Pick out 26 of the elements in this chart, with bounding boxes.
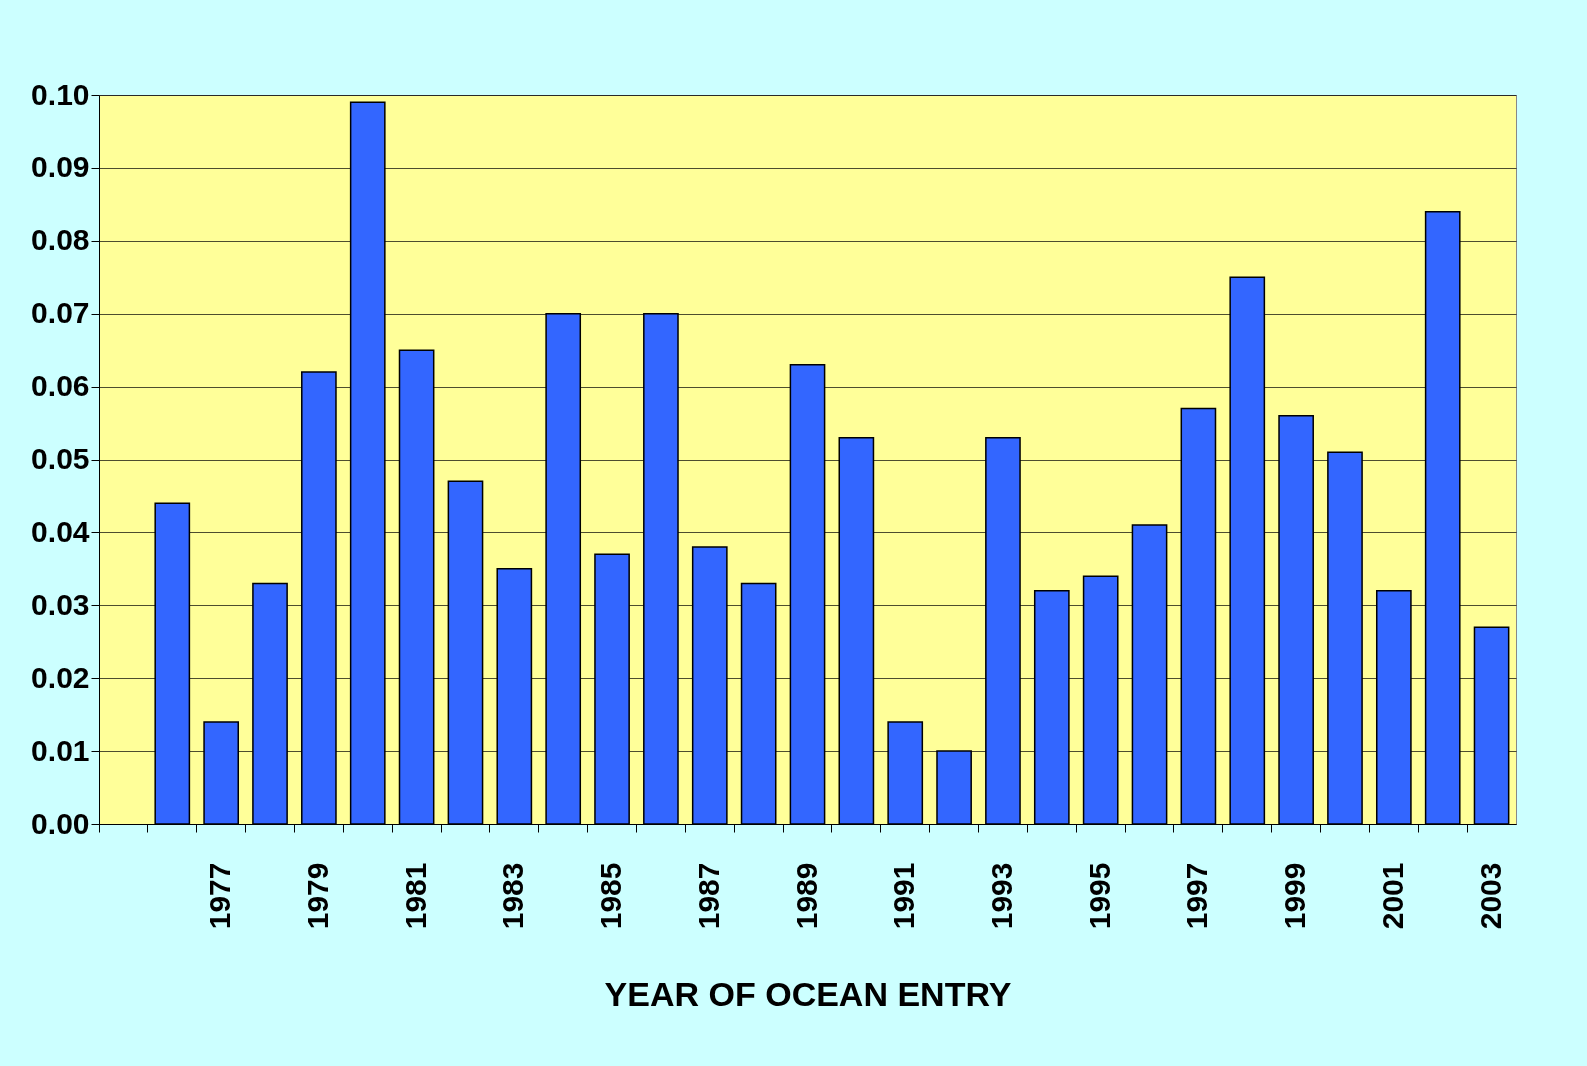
- y-tick-label: 0.08: [31, 223, 90, 257]
- x-tick-label: 1985: [594, 862, 628, 930]
- x-tick-label: 1995: [1082, 862, 1116, 930]
- x-axis-title: YEAR OF OCEAN ENTRY: [604, 975, 1012, 1014]
- y-tick-label: 0.01: [31, 733, 90, 767]
- x-tick-label: 2003: [1473, 862, 1507, 930]
- x-tick-label: 1989: [789, 862, 823, 930]
- x-tick-label: 1997: [1180, 862, 1214, 930]
- y-tick-label: 0.03: [31, 587, 90, 621]
- y-tick-label: 0.09: [31, 150, 90, 184]
- x-tick-label: 1977: [203, 862, 237, 930]
- y-tick-label: 0.04: [31, 514, 90, 548]
- y-tick-label: 0.00: [31, 806, 90, 840]
- x-tick-label: 1981: [398, 862, 432, 930]
- y-tick-label: 0.02: [31, 660, 90, 694]
- x-tick-label: 1993: [984, 862, 1018, 930]
- y-tick-label: 0.10: [31, 77, 90, 111]
- x-tick-label: 1979: [300, 862, 334, 930]
- y-tick-label: 0.05: [31, 442, 90, 475]
- x-tick-label: 2001: [1375, 862, 1409, 930]
- x-tick-label: 1983: [496, 862, 530, 930]
- y-tick-label: 0.06: [31, 369, 90, 403]
- y-tick-label: 0.07: [31, 296, 90, 330]
- x-tick-label: 1991: [887, 862, 921, 930]
- x-tick-label: 1987: [691, 862, 725, 930]
- x-tick-label: 1999: [1278, 862, 1312, 930]
